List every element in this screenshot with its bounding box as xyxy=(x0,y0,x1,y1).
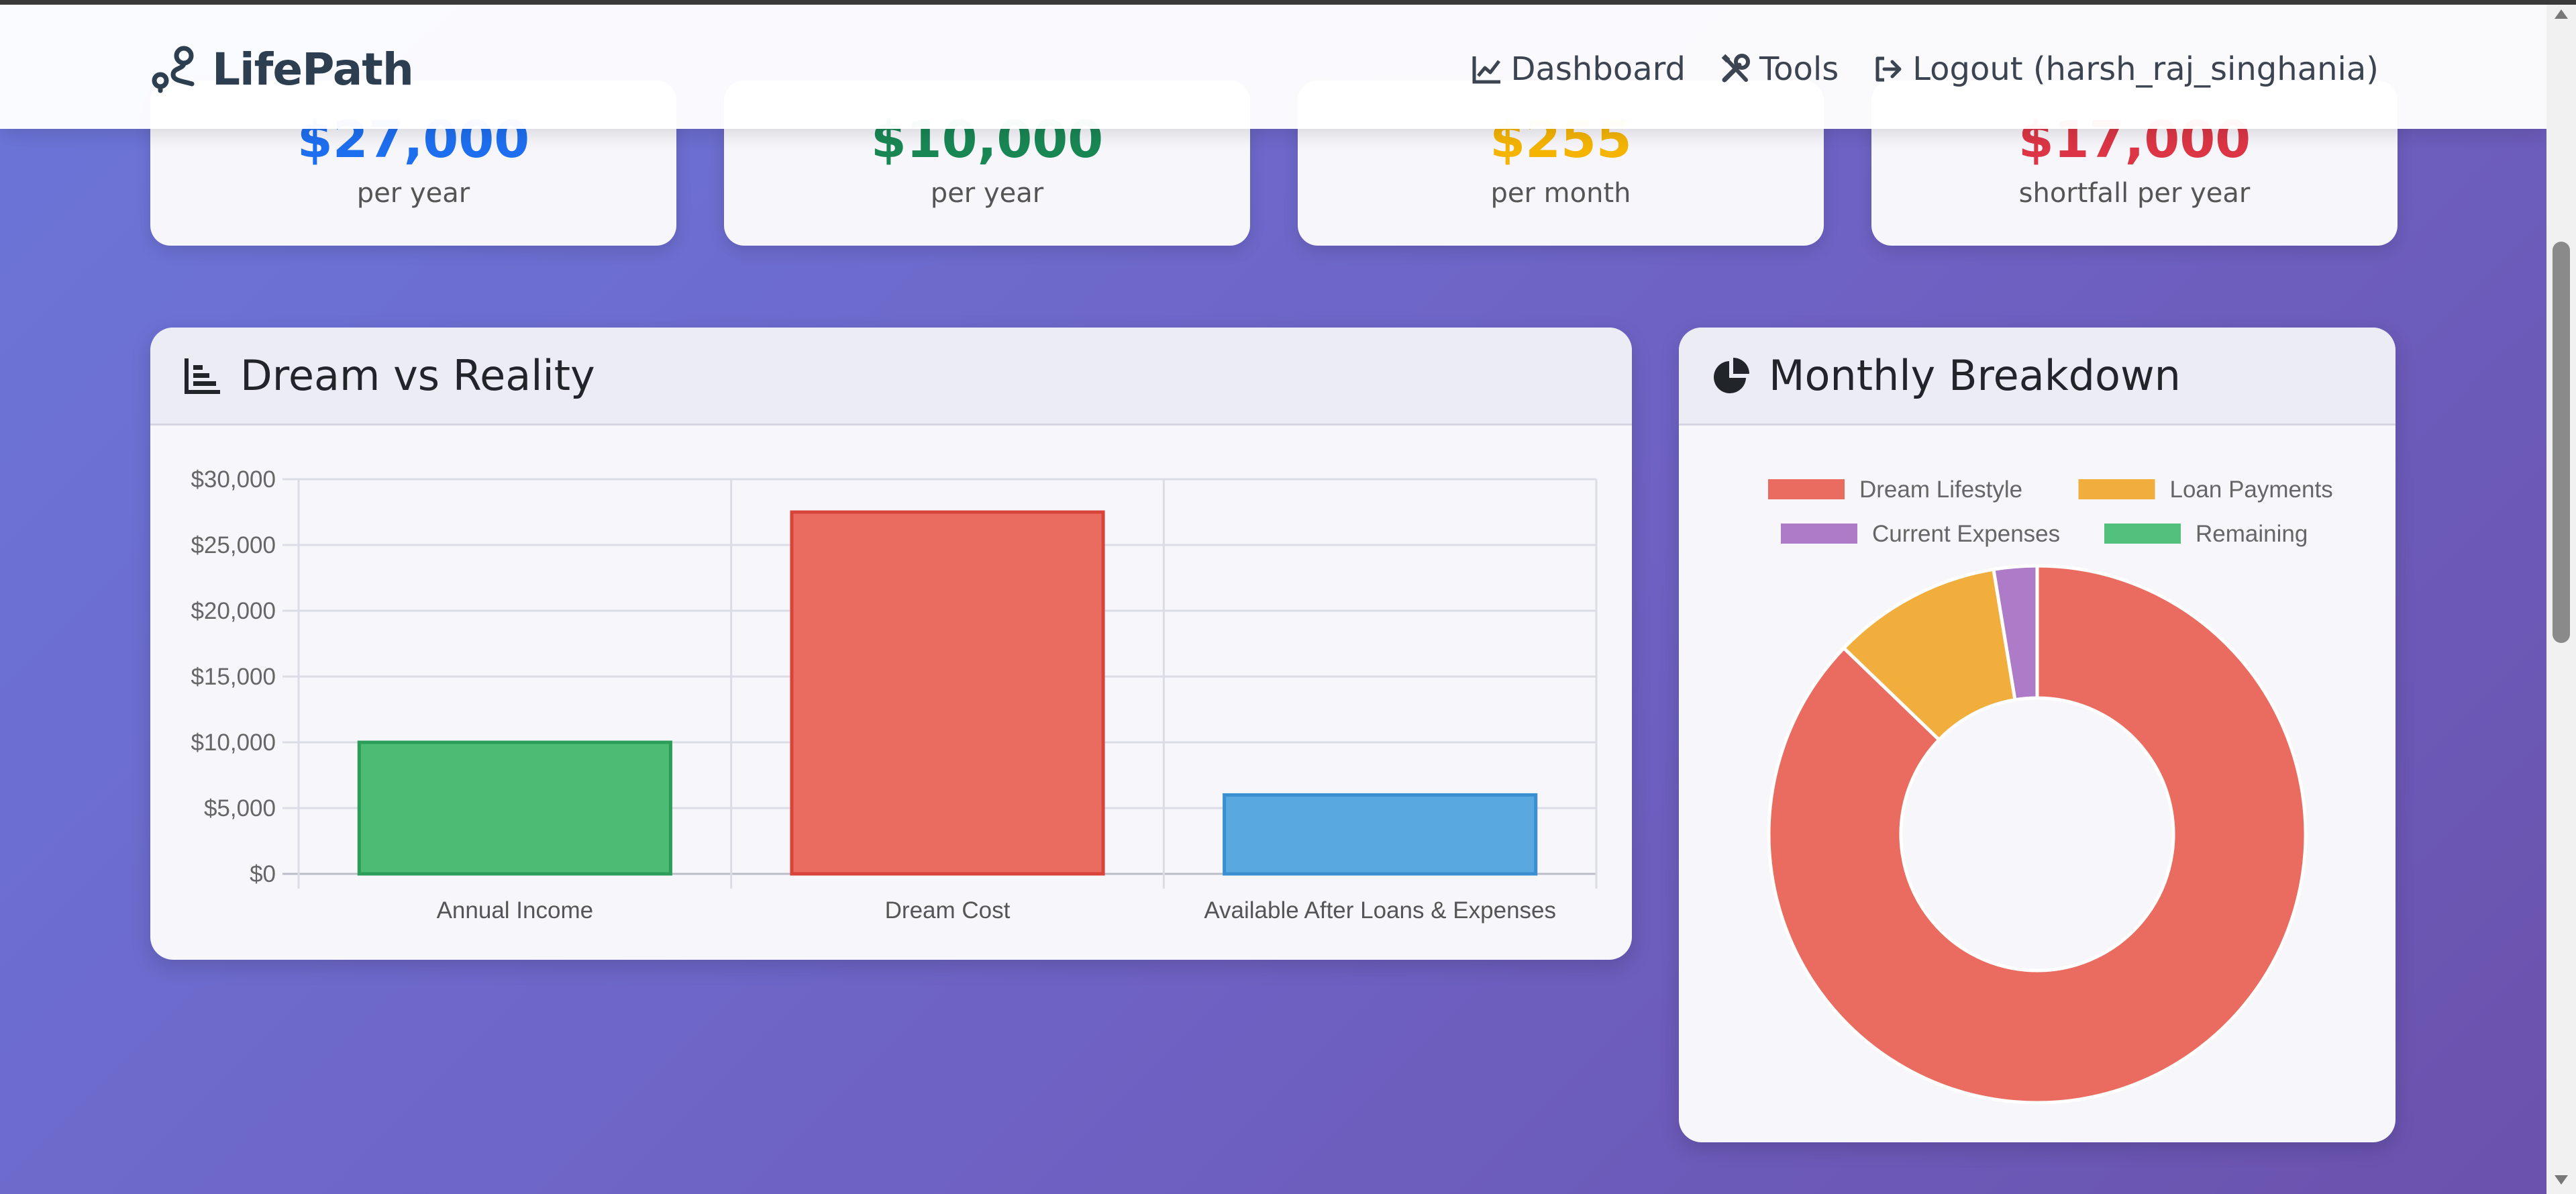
x-tick-label: Dream Cost xyxy=(885,897,1011,924)
bar xyxy=(1223,793,1538,876)
nav-tools-label: Tools xyxy=(1759,50,1839,88)
chart-line-icon xyxy=(1472,56,1500,84)
y-tick-label: $25,000 xyxy=(191,532,276,558)
bar-chart: $0 $5,000 $10,000 $15,000 $20,000 $25,000 $30,… xyxy=(191,466,1598,924)
nav-logout-label: Logout (harsh_raj_singhania) xyxy=(1912,50,2379,88)
doughnut-chart: Dream Lifestyle Loan Payments Current Expe… xyxy=(1767,477,2333,1105)
legend-swatch xyxy=(2078,479,2155,499)
legend-swatch xyxy=(1781,524,1857,544)
stat-label: per year xyxy=(356,178,470,209)
bar xyxy=(357,740,672,876)
scrollbar-thumb[interactable] xyxy=(2553,242,2570,643)
nav-dashboard-label: Dashboard xyxy=(1510,50,1686,88)
stat-label: shortfall per year xyxy=(2018,178,2251,209)
doughnut-slice xyxy=(1767,564,2308,1105)
bar xyxy=(790,510,1105,876)
legend-label: Loan Payments xyxy=(2170,477,2333,503)
legend-label: Remaining xyxy=(2196,521,2308,547)
nav-dashboard-link[interactable]: Dashboard xyxy=(1471,50,1686,88)
nav-links: Dashboard Tools Logout (harsh_raj_singha… xyxy=(1437,45,2379,93)
y-tick-label: $10,000 xyxy=(191,730,276,756)
x-tick-label: Annual Income xyxy=(437,897,593,924)
tools-icon xyxy=(1721,54,1750,83)
bar-chart-icon xyxy=(185,358,220,394)
dream-vs-reality-card: Dream vs Reality $0 $5,000 $10,000 $15,000 $… xyxy=(150,328,1632,960)
y-tick-label: $5,000 xyxy=(204,795,276,822)
pie-chart-icon xyxy=(1714,357,1749,393)
y-tick-label: $20,000 xyxy=(191,598,276,624)
x-tick-label: Available After Loans & Expenses xyxy=(1204,897,1556,924)
y-tick-label: $30,000 xyxy=(191,466,276,493)
card-title: Monthly Breakdown xyxy=(1769,351,2181,400)
legend-swatch xyxy=(2104,524,2181,544)
nav-tools-link[interactable]: Tools xyxy=(1719,50,1839,88)
scroll-up-arrow-icon[interactable] xyxy=(2555,9,2568,19)
vertical-scrollbar[interactable] xyxy=(2546,0,2576,1194)
nav-logout-link[interactable]: Logout (harsh_raj_singhania) xyxy=(1872,50,2379,88)
monthly-breakdown-card: Monthly Breakdown Dream Lifestyle Loan Pa… xyxy=(1679,328,2395,1142)
route-icon xyxy=(152,46,195,93)
window-top-border xyxy=(0,0,2576,5)
legend-swatch xyxy=(1768,479,1845,499)
stat-label: per year xyxy=(930,178,1044,209)
y-tick-label: $0 xyxy=(250,861,276,887)
stat-label: per month xyxy=(1490,178,1631,209)
legend-label: Dream Lifestyle xyxy=(1859,477,2022,503)
card-title: Dream vs Reality xyxy=(240,351,595,400)
scroll-down-arrow-icon[interactable] xyxy=(2555,1175,2568,1185)
top-navbar: LifePath Dashboard Tools Logout (hars xyxy=(0,5,2546,129)
brand-link[interactable]: LifePath xyxy=(149,42,414,97)
brand-name: LifePath xyxy=(212,43,414,95)
doughnut-slice xyxy=(1841,567,2017,742)
y-tick-label: $15,000 xyxy=(191,664,276,690)
card-header: Dream vs Reality xyxy=(150,328,1632,426)
card-header: Monthly Breakdown xyxy=(1679,328,2395,426)
doughnut-slice xyxy=(1992,564,2039,702)
legend-label: Current Expenses xyxy=(1872,521,2060,547)
logout-icon xyxy=(1875,56,1902,82)
